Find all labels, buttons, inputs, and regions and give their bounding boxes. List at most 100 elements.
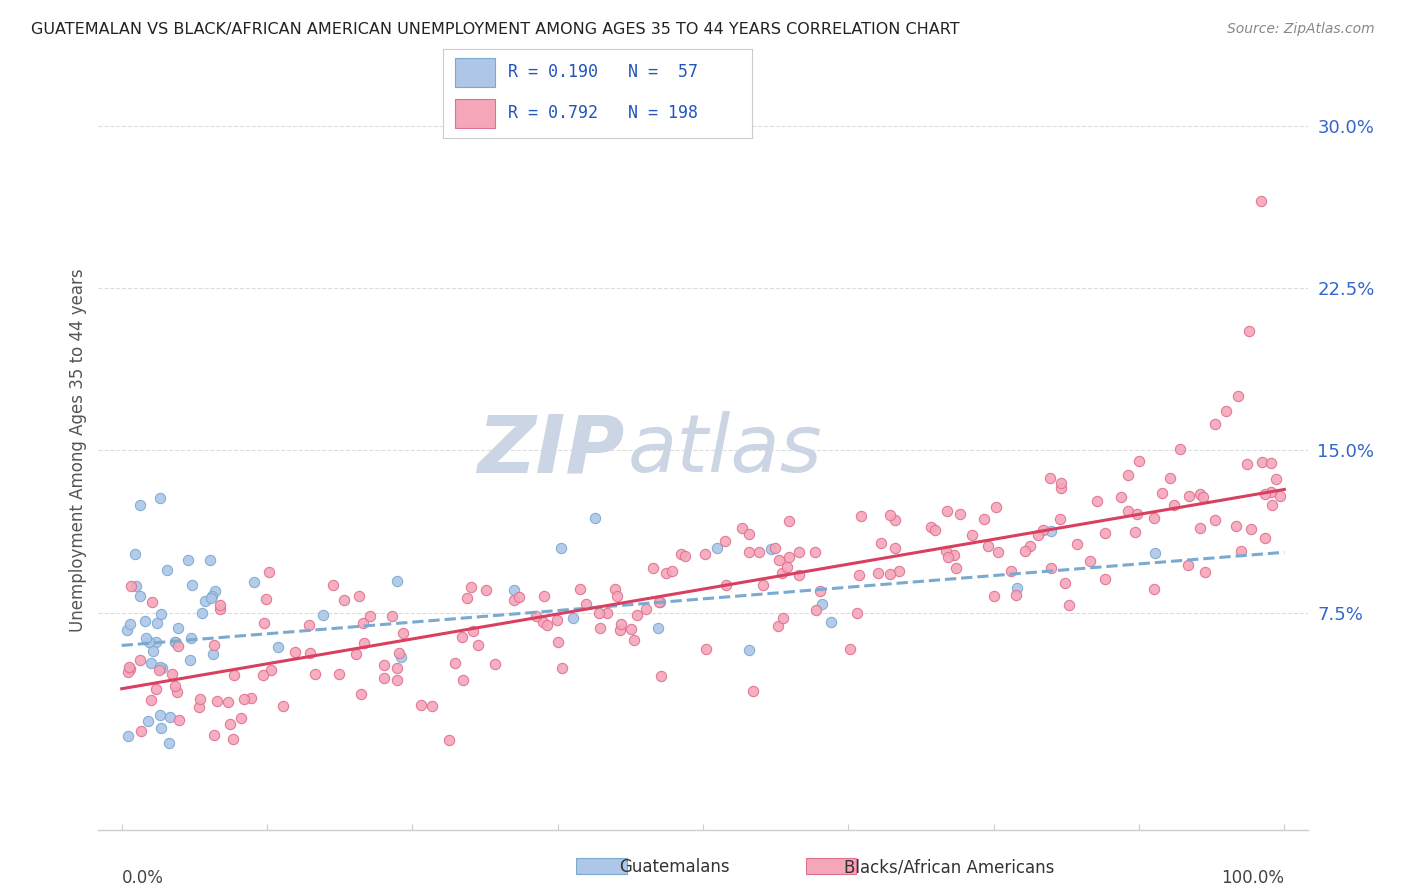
Point [129, 652, 152, 666]
Point [1177, 558, 1199, 573]
Point [205, 694, 228, 708]
Point [142, 644, 165, 658]
Point [849, 508, 872, 523]
Point [838, 642, 860, 657]
Point [373, 671, 395, 685]
Point [209, 598, 232, 612]
Text: atlas: atlas [628, 411, 823, 490]
Point [451, 673, 474, 687]
Point [949, 508, 972, 522]
Point [460, 581, 482, 595]
Point [1123, 525, 1146, 540]
Point [643, 561, 665, 575]
Point [163, 679, 186, 693]
Point [1078, 554, 1101, 568]
Point [373, 658, 395, 673]
Point [1039, 560, 1062, 574]
Point [240, 691, 263, 706]
Point [159, 710, 181, 724]
Point [128, 589, 150, 603]
Point [1116, 504, 1139, 518]
Point [936, 549, 959, 564]
Point [229, 711, 252, 725]
Point [148, 664, 170, 678]
Point [191, 606, 214, 620]
Point [1000, 565, 1022, 579]
Point [960, 527, 983, 541]
Point [1230, 543, 1253, 558]
Point [1194, 565, 1216, 579]
Point [156, 563, 179, 577]
Point [456, 591, 478, 605]
Point [778, 550, 800, 565]
Point [1260, 499, 1282, 513]
Point [868, 566, 890, 580]
Point [242, 574, 264, 589]
Point [820, 615, 842, 629]
Point [546, 613, 568, 627]
Point [1254, 532, 1277, 546]
Point [254, 591, 277, 606]
Point [391, 626, 413, 640]
Point [561, 611, 583, 625]
Point [806, 603, 828, 617]
Point [655, 566, 678, 580]
Point [533, 589, 555, 603]
Point [1152, 485, 1174, 500]
Bar [576, 858, 627, 874]
Point [388, 646, 411, 660]
Text: Source: ZipAtlas.com: Source: ZipAtlas.com [1227, 22, 1375, 37]
Point [695, 642, 717, 657]
Point [706, 541, 728, 555]
Point [179, 653, 201, 667]
Point [200, 589, 222, 603]
Point [443, 656, 465, 670]
Point [1254, 487, 1277, 501]
Point [945, 561, 967, 575]
Point [350, 687, 373, 701]
Point [976, 539, 998, 553]
Point [588, 606, 610, 620]
Point [200, 591, 222, 605]
Point [1268, 489, 1291, 503]
Point [163, 635, 186, 649]
Point [1178, 489, 1201, 503]
Point [167, 713, 190, 727]
Point [298, 617, 321, 632]
Point [328, 667, 350, 681]
Point [583, 510, 606, 524]
Point [222, 732, 245, 747]
Point [1005, 581, 1028, 595]
Point [920, 520, 942, 534]
Point [252, 668, 274, 682]
Text: R = 0.190   N =  57: R = 0.190 N = 57 [508, 63, 697, 81]
Point [163, 635, 186, 649]
Point [610, 616, 633, 631]
Point [1005, 588, 1028, 602]
Point [1159, 471, 1181, 485]
Y-axis label: Unemployment Among Ages 35 to 44 years: Unemployment Among Ages 35 to 44 years [69, 268, 87, 632]
Point [138, 635, 160, 649]
Point [550, 541, 572, 556]
Point [1240, 522, 1263, 536]
Point [648, 595, 671, 609]
Point [124, 547, 146, 561]
Point [120, 579, 142, 593]
Point [353, 636, 375, 650]
Point [202, 728, 225, 742]
Point [150, 661, 173, 675]
Point [304, 667, 326, 681]
Point [219, 716, 242, 731]
Point [778, 514, 800, 528]
Point [139, 656, 162, 670]
Point [484, 657, 506, 672]
Point [738, 545, 761, 559]
Point [420, 698, 443, 713]
Point [787, 568, 810, 582]
Point [763, 541, 786, 556]
Point [149, 659, 172, 673]
Point [145, 635, 167, 649]
Point [879, 508, 901, 522]
Point [1265, 472, 1288, 486]
Point [134, 614, 156, 628]
